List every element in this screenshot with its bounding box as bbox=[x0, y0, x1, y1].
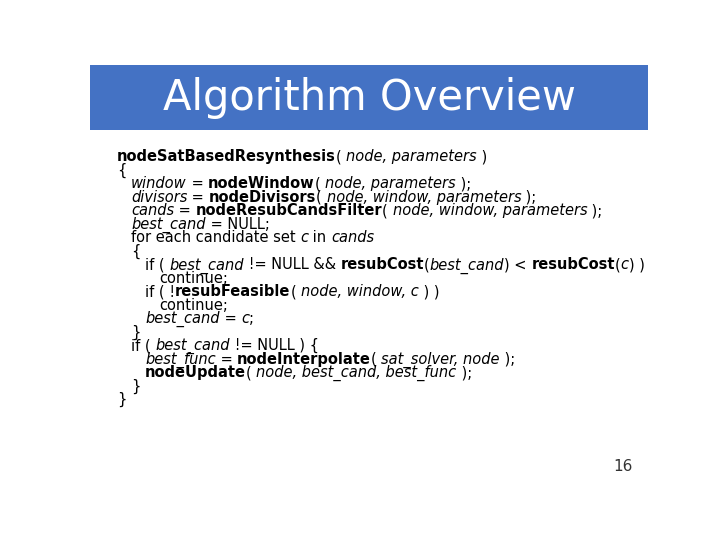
Text: cands: cands bbox=[331, 231, 374, 245]
Text: =: = bbox=[216, 352, 237, 367]
Text: ;: ; bbox=[249, 311, 254, 326]
Text: ) <: ) < bbox=[504, 257, 531, 272]
Text: node, parameters: node, parameters bbox=[325, 177, 456, 192]
Text: c: c bbox=[621, 257, 629, 272]
Text: nodeUpdate: nodeUpdate bbox=[145, 365, 246, 380]
Text: =: = bbox=[220, 311, 241, 326]
Text: ): ) bbox=[477, 150, 487, 165]
Text: ) ): ) ) bbox=[629, 257, 644, 272]
Text: best_cand: best_cand bbox=[430, 257, 504, 273]
Text: ) ): ) ) bbox=[418, 284, 439, 299]
Text: = NULL;: = NULL; bbox=[206, 217, 269, 232]
Text: resubFeasible: resubFeasible bbox=[175, 284, 291, 299]
Text: for each candidate set: for each candidate set bbox=[131, 231, 300, 245]
Text: best_cand: best_cand bbox=[145, 311, 220, 327]
Text: best_cand: best_cand bbox=[169, 257, 244, 273]
Text: resubCost: resubCost bbox=[531, 257, 615, 272]
Text: }: } bbox=[117, 392, 127, 407]
Text: }: } bbox=[131, 379, 140, 394]
Text: != NULL &&: != NULL && bbox=[244, 257, 341, 272]
Text: if (: if ( bbox=[131, 338, 156, 353]
Text: node, window, parameters: node, window, parameters bbox=[327, 190, 521, 205]
Text: best_func: best_func bbox=[145, 352, 216, 368]
Text: if ( !: if ( ! bbox=[145, 284, 175, 299]
Text: nodeResubCandsFilter: nodeResubCandsFilter bbox=[196, 204, 382, 218]
Text: nodeInterpolate: nodeInterpolate bbox=[237, 352, 371, 367]
Text: resubCost: resubCost bbox=[341, 257, 424, 272]
Text: != NULL ) {: != NULL ) { bbox=[230, 338, 319, 353]
Text: node, parameters: node, parameters bbox=[346, 150, 477, 165]
Text: if (: if ( bbox=[145, 257, 169, 272]
Text: );: ); bbox=[521, 190, 536, 205]
Text: cands: cands bbox=[131, 204, 174, 218]
Text: in: in bbox=[308, 231, 331, 245]
Text: c: c bbox=[241, 311, 249, 326]
Text: (: ( bbox=[382, 204, 392, 218]
Bar bbox=[90, 65, 648, 130]
Text: node, best_cand, best_func: node, best_cand, best_func bbox=[256, 365, 456, 381]
Text: =: = bbox=[186, 177, 208, 192]
Text: sat_solver, node: sat_solver, node bbox=[382, 352, 500, 368]
Text: =: = bbox=[174, 204, 196, 218]
Text: (: ( bbox=[336, 150, 346, 165]
Text: (: ( bbox=[246, 365, 256, 380]
Text: nodeWindow: nodeWindow bbox=[208, 177, 315, 192]
Text: nodeSatBasedResynthesis: nodeSatBasedResynthesis bbox=[117, 150, 336, 165]
Text: Algorithm Overview: Algorithm Overview bbox=[163, 77, 575, 119]
Text: best_cand: best_cand bbox=[131, 217, 206, 233]
Text: }: } bbox=[131, 325, 140, 340]
Text: );: ); bbox=[588, 204, 603, 218]
Text: );: ); bbox=[456, 365, 472, 380]
Text: nodeDivisors: nodeDivisors bbox=[209, 190, 316, 205]
Text: window: window bbox=[131, 177, 186, 192]
Text: c: c bbox=[300, 231, 308, 245]
Text: node, window, parameters: node, window, parameters bbox=[392, 204, 588, 218]
Text: );: ); bbox=[500, 352, 515, 367]
Text: (: ( bbox=[291, 284, 301, 299]
Text: (: ( bbox=[371, 352, 382, 367]
Text: 16: 16 bbox=[613, 460, 632, 475]
Text: (: ( bbox=[315, 177, 325, 192]
Text: node, window, c: node, window, c bbox=[301, 284, 418, 299]
Text: {: { bbox=[131, 244, 140, 259]
Text: (: ( bbox=[316, 190, 327, 205]
Text: =: = bbox=[187, 190, 209, 205]
Text: (: ( bbox=[424, 257, 430, 272]
Text: continue;: continue; bbox=[159, 298, 228, 313]
Text: {: { bbox=[117, 163, 127, 178]
Text: continue;: continue; bbox=[159, 271, 228, 286]
Text: );: ); bbox=[456, 177, 471, 192]
Text: best_cand: best_cand bbox=[156, 338, 230, 354]
Text: divisors: divisors bbox=[131, 190, 187, 205]
Text: (: ( bbox=[615, 257, 621, 272]
